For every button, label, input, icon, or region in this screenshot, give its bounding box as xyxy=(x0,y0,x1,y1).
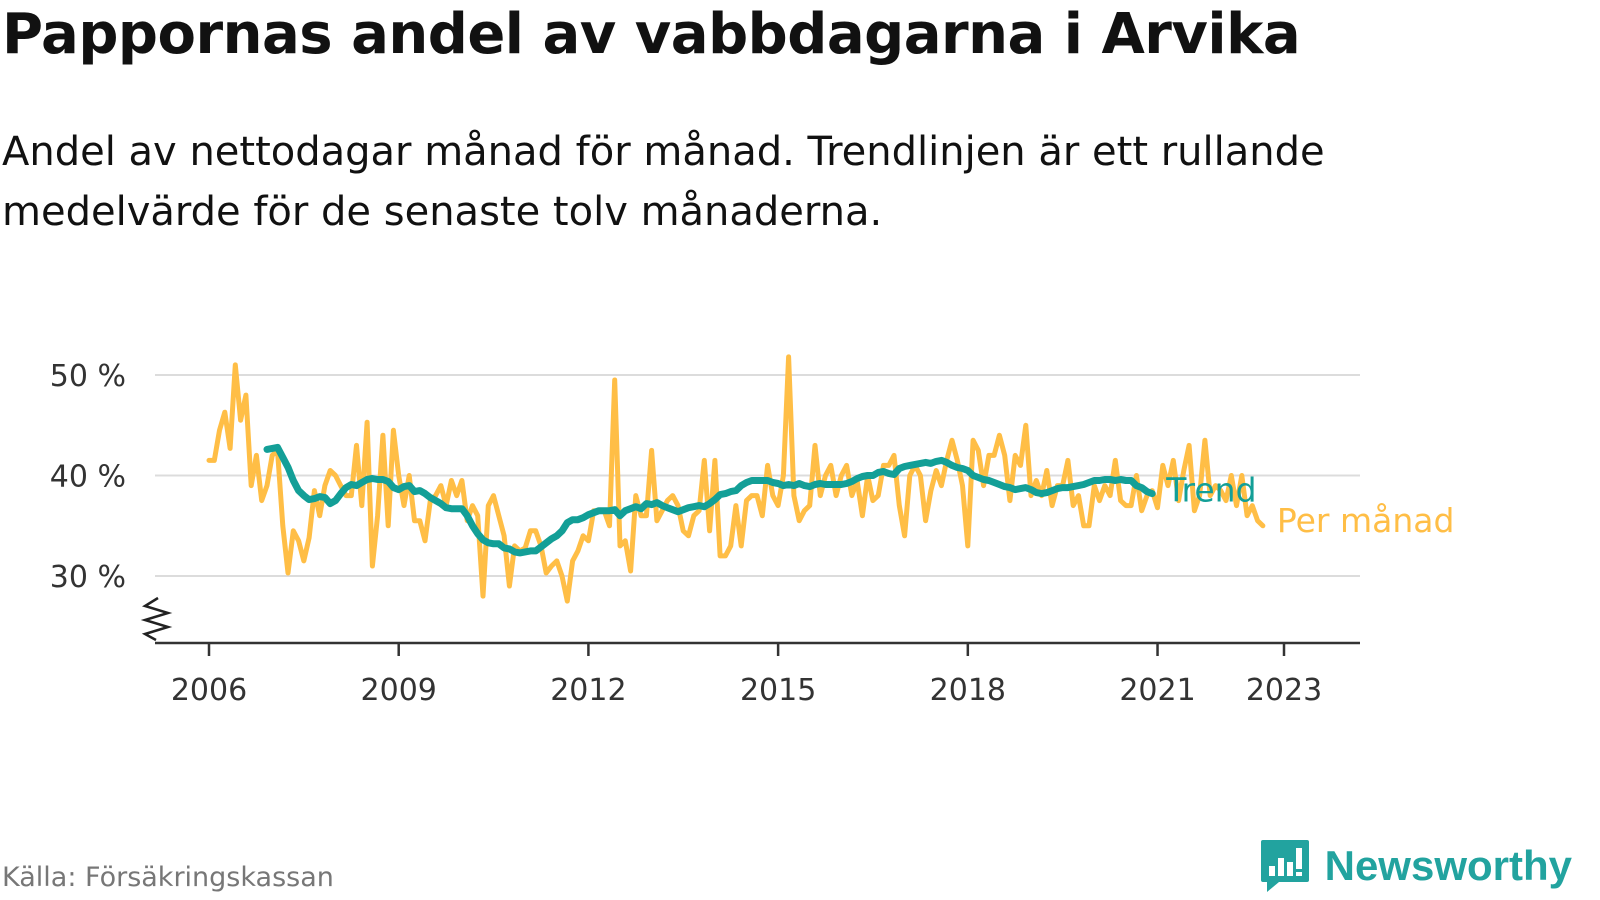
series-line-per-m-nad xyxy=(206,354,1266,604)
x-tick-label-2018: 2018 xyxy=(930,673,1006,708)
y-tick-label-50: 50 % xyxy=(50,359,126,394)
series-labels: Trend Per månad xyxy=(1165,471,1454,540)
x-axis: 2006 2009 2012 2015 2018 2021 2023 xyxy=(140,596,1360,708)
x-tick-label-2009: 2009 xyxy=(361,673,437,708)
axis-break-icon xyxy=(140,596,173,642)
x-tick-label-2023: 2023 xyxy=(1246,673,1322,708)
series-label-trend: Trend xyxy=(1165,471,1256,510)
newsworthy-logo-icon xyxy=(1260,840,1309,892)
x-tick-label-2021: 2021 xyxy=(1119,673,1195,708)
x-tick-label-2012: 2012 xyxy=(550,673,626,708)
y-tick-label-30: 30 % xyxy=(50,560,126,595)
brand: Newsworthy xyxy=(1259,838,1572,894)
series-label-per-m-nad: Per månad xyxy=(1277,501,1455,540)
series-line-trend xyxy=(263,443,1156,557)
source-note: Källa: Försäkringskassan xyxy=(2,862,334,893)
chart-subtitle: Andel av nettodagar månad för månad. Tre… xyxy=(2,129,1325,235)
y-tick-label-40: 40 % xyxy=(50,460,126,495)
series-layer xyxy=(206,354,1266,604)
brand-name: Newsworthy xyxy=(1324,842,1572,889)
x-tick-label-2015: 2015 xyxy=(740,673,816,708)
chart-title: Pappornas andel av vabbdagarna i Arvika xyxy=(2,2,1301,67)
x-tick-label-2006: 2006 xyxy=(171,673,247,708)
